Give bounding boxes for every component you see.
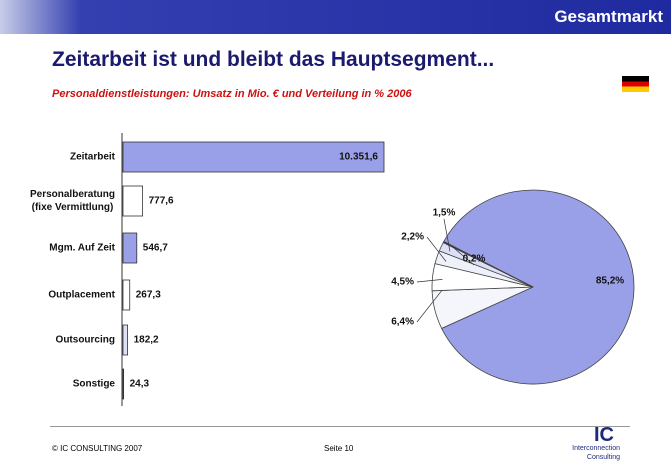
value-label: 777,6 bbox=[149, 196, 174, 207]
value-label: 267,3 bbox=[136, 290, 161, 301]
bar bbox=[122, 185, 144, 217]
bar bbox=[122, 279, 131, 311]
value-label: 24,3 bbox=[130, 379, 150, 390]
category-label: Outsourcing bbox=[55, 334, 115, 346]
pie-slice bbox=[441, 189, 635, 385]
category-label: Zeitarbeit bbox=[69, 151, 115, 163]
title: Zeitarbeit ist und bleibt das Hauptsegme… bbox=[52, 48, 495, 71]
bar bbox=[122, 232, 138, 264]
category-label: Mgm. Auf Zeit bbox=[49, 242, 115, 254]
value-label: 85,2% bbox=[596, 276, 624, 287]
category-label: Personalberatung (fixe Vermittlung) bbox=[29, 189, 115, 213]
pie-slice bbox=[442, 240, 534, 288]
leader-line bbox=[426, 236, 447, 262]
logo: IC bbox=[594, 424, 614, 446]
header-title: Gesamtmarkt bbox=[554, 7, 663, 26]
header-band bbox=[0, 0, 671, 34]
value-label: 182,2 bbox=[134, 335, 159, 346]
value-label: 1,5% bbox=[433, 208, 456, 219]
value-label: 0,2% bbox=[463, 254, 486, 265]
bar bbox=[122, 324, 128, 356]
bar bbox=[122, 141, 385, 173]
footer-page: Seite 10 bbox=[324, 444, 354, 453]
leader-line bbox=[416, 279, 443, 283]
logo-text: Interconnection Consulting bbox=[572, 445, 620, 461]
bar bbox=[122, 368, 125, 400]
footer-rule bbox=[50, 426, 630, 427]
category-label: Sonstige bbox=[72, 378, 115, 390]
leader-line bbox=[416, 289, 443, 323]
footer-copyright: © IC CONSULTING 2007 bbox=[52, 444, 143, 453]
value-label: 546,7 bbox=[143, 243, 168, 254]
value-label: 10.351,6 bbox=[339, 152, 378, 163]
value-label: 4,5% bbox=[391, 277, 414, 288]
category-label: Outplacement bbox=[48, 289, 115, 301]
subtitle: Personaldienstleistungen: Umsatz in Mio.… bbox=[52, 88, 412, 100]
leader-line bbox=[452, 246, 475, 266]
leader-line bbox=[443, 218, 451, 252]
value-label: 6,4% bbox=[391, 317, 414, 328]
value-label: 2,2% bbox=[401, 232, 424, 243]
flag bbox=[622, 76, 649, 92]
